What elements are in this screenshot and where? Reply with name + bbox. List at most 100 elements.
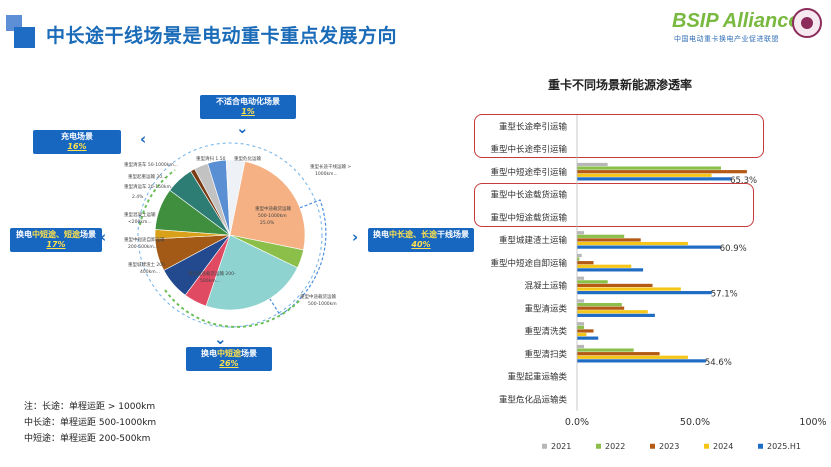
bar <box>577 313 655 317</box>
scenario-swap-mid-box: 换电中短途场景 26% <box>186 347 272 371</box>
highlight-box <box>474 183 754 227</box>
scenario-label-pre: 换电 <box>16 230 32 239</box>
scenario-label-pre: 换电 <box>373 230 389 239</box>
x-tick-label: 0.0% <box>565 417 589 428</box>
bar <box>577 231 585 235</box>
bar <box>577 264 632 268</box>
scenario-pct: 40% <box>411 240 431 249</box>
pie-slices <box>154 159 306 311</box>
category-label: 重型清洗类 <box>524 326 567 337</box>
scenario-pie-chart: 重型清洗车 50-1000km... 重型起重运输 30... 重型清运车 20… <box>124 142 351 328</box>
bar <box>577 322 585 326</box>
bar <box>577 359 706 363</box>
bar <box>577 332 587 337</box>
bar <box>577 329 594 333</box>
category-label: 重型起重运输类 <box>507 372 567 383</box>
pie-label: 200-500km... <box>128 244 158 250</box>
pie-label: 重型混凝土运输 <box>124 211 156 218</box>
bar <box>577 276 585 280</box>
pie-label: 25.0% <box>260 220 275 226</box>
pie-slice <box>205 234 298 311</box>
note-line: 注：长途：单程运距 > 1000km <box>24 402 156 412</box>
pie-label: 重型城建渣土 200 <box>128 261 165 268</box>
bar <box>577 287 681 291</box>
scenario-label: 充电场景 <box>61 132 93 141</box>
scenario-label-post: 场景 <box>241 349 257 358</box>
bar <box>577 344 585 349</box>
category-label: 混凝土运输 <box>524 281 567 292</box>
data-label: 65.3% <box>730 176 757 186</box>
pie-label: 500-1000km <box>308 301 337 307</box>
pie-label: 2.4% <box>132 194 144 200</box>
logo-text: BSIP Alliance <box>672 10 800 32</box>
pie-label: 重型中短途自卸运输 <box>124 236 165 243</box>
bar <box>577 352 660 356</box>
scenario-pct: 16% <box>67 142 87 151</box>
bar <box>577 348 634 352</box>
legend-label: 2021 <box>551 442 571 451</box>
scenario-pct: 1% <box>241 107 255 116</box>
pie-label: 500-1000km <box>258 213 287 219</box>
legend-label: 2023 <box>659 442 679 451</box>
x-tick-label: 100% <box>799 417 826 428</box>
bar <box>577 234 625 238</box>
scenario-pct: 26% <box>219 359 239 368</box>
bar <box>577 173 712 177</box>
bar <box>577 306 625 310</box>
scenario-unsuitable-box: 不适合电动化场景 1% <box>200 95 296 119</box>
bar <box>577 355 688 359</box>
logo-subtext: 中国电动重卡换电产业促进联盟 <box>674 35 779 43</box>
seal-icon <box>792 8 822 38</box>
scenario-label-pre: 换电 <box>201 349 217 358</box>
category-label: 重型中长途牵引运输 <box>490 144 567 155</box>
scenario-charging-box: 充电场景 16% <box>33 130 121 154</box>
bar <box>577 162 608 167</box>
scenario-label-highlight: 中长途、长途 <box>389 230 437 239</box>
pie-label: 1000km... <box>315 171 338 177</box>
legend-label: 2024 <box>713 442 733 451</box>
chevron-right-icon: › <box>352 228 359 246</box>
category-label: 重型长途牵引运输 <box>499 121 568 132</box>
legend-swatch <box>596 443 601 449</box>
pie-label: 400km... <box>140 269 160 275</box>
category-label: 重型中短途自卸运输 <box>490 258 567 269</box>
pie-label: 重型起重运输 30... <box>128 173 166 180</box>
scenario-swap-short-box: 换电中短途、短途场景 17% <box>10 228 102 252</box>
chevron-left-icon: ‹ <box>100 228 107 246</box>
chevron-left-icon: ‹ <box>140 130 147 148</box>
legend-label: 2022 <box>605 442 625 451</box>
category-label: 重型中短途载货运输 <box>490 212 567 223</box>
scenario-label: 不适合电动化场景 <box>216 97 280 106</box>
x-tick-label: 50.0% <box>680 417 710 428</box>
pie-label: 重型危化运输 <box>234 155 261 162</box>
bar <box>577 238 641 242</box>
bar <box>577 177 732 181</box>
category-label: 重型城建渣土运输 <box>499 235 568 246</box>
bar <box>577 299 585 303</box>
scenario-label-post: 场景 <box>80 230 96 239</box>
scenario-label-post: 干线场景 <box>437 230 469 239</box>
page-title: 中长途干线场景是电动重卡重点发展方向 <box>46 25 398 47</box>
bar <box>577 325 585 329</box>
category-label: 重型清扫类 <box>524 349 567 360</box>
legend-swatch <box>758 443 763 449</box>
distance-notes: 注：长途：单程运距 > 1000km 中长途：单程运距 500-1000km 中… <box>24 399 156 447</box>
category-label: 重型危化品运输类 <box>499 394 568 405</box>
bar <box>577 310 648 314</box>
data-label: 60.9% <box>720 244 747 254</box>
legend-label: 2025.H1 <box>767 442 801 451</box>
header-decor-square <box>14 27 35 48</box>
category-label: 重型中长途载货运输 <box>490 190 567 201</box>
data-label: 54.6% <box>705 358 732 368</box>
pie-label: 重型清洗车 50-1000km... <box>124 161 178 168</box>
legend-swatch <box>650 443 655 449</box>
highlight-box <box>474 114 764 158</box>
pie-label: 重型清扫 1.50 <box>196 155 226 162</box>
category-label: 重型清运类 <box>524 303 567 314</box>
pie-label: 重型清运车 20-150km... <box>124 183 175 190</box>
bar <box>577 280 608 284</box>
bar <box>577 336 599 340</box>
bar <box>577 302 622 307</box>
scenario-pct: 17% <box>46 240 66 249</box>
bar <box>577 268 644 272</box>
